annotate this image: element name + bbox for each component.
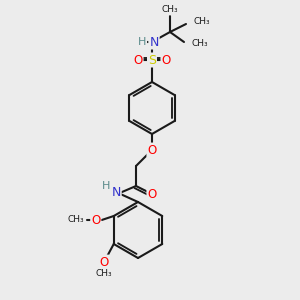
Text: CH₃: CH₃ <box>191 40 208 49</box>
Text: H: H <box>102 181 110 191</box>
Text: CH₃: CH₃ <box>194 17 211 26</box>
Text: N: N <box>111 185 121 199</box>
Text: S: S <box>148 53 156 67</box>
Text: H: H <box>138 37 146 47</box>
Text: O: O <box>147 143 157 157</box>
Text: O: O <box>91 214 101 226</box>
Text: O: O <box>161 53 171 67</box>
Text: CH₃: CH₃ <box>67 215 84 224</box>
Text: O: O <box>147 188 157 200</box>
Text: O: O <box>99 256 108 268</box>
Text: N: N <box>149 35 159 49</box>
Text: CH₃: CH₃ <box>162 5 178 14</box>
Text: O: O <box>134 53 142 67</box>
Text: CH₃: CH₃ <box>95 269 112 278</box>
